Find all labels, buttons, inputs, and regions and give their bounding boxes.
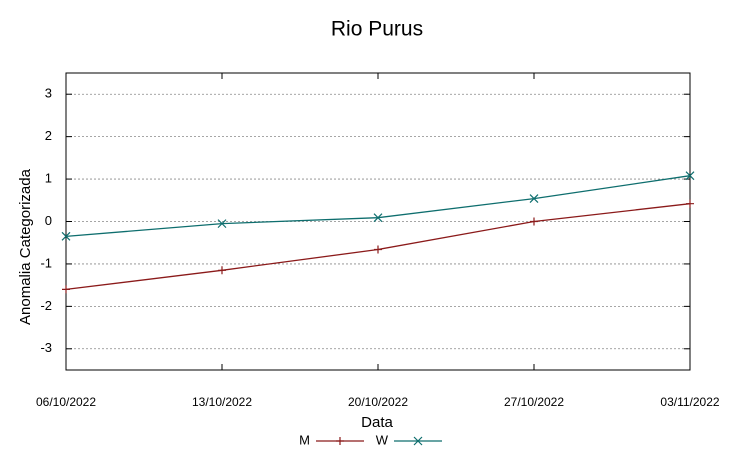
x-tick-label: 20/10/2022 bbox=[348, 395, 408, 409]
data-point bbox=[373, 213, 383, 223]
x-axis-label: Data bbox=[361, 414, 393, 431]
data-point bbox=[685, 171, 695, 181]
y-tick-label: 1 bbox=[45, 171, 52, 186]
data-point bbox=[62, 285, 70, 294]
y-axis-label: Anomalia Categorizada bbox=[17, 168, 34, 325]
x-tick-label: 13/10/2022 bbox=[192, 395, 252, 409]
y-tick-label: -2 bbox=[40, 298, 52, 313]
legend-label: W bbox=[376, 432, 389, 447]
data-point bbox=[218, 266, 226, 275]
x-tick-label: 27/10/2022 bbox=[504, 395, 564, 409]
y-tick-label: 0 bbox=[45, 213, 52, 228]
x-tick-label: 06/10/2022 bbox=[36, 395, 96, 409]
legend-marker bbox=[336, 437, 344, 445]
y-tick-label: -1 bbox=[40, 255, 52, 270]
chart-title: Rio Purus bbox=[331, 18, 423, 41]
data-point bbox=[686, 199, 694, 208]
data-point bbox=[529, 194, 539, 204]
data-point bbox=[530, 217, 538, 226]
legend-label: M bbox=[299, 432, 310, 447]
y-tick-label: -3 bbox=[40, 340, 52, 355]
data-point bbox=[61, 231, 71, 241]
x-tick-label: 03/11/2022 bbox=[660, 395, 719, 409]
y-tick-label: 2 bbox=[45, 128, 52, 143]
series-line bbox=[65, 175, 691, 237]
data-point bbox=[374, 245, 382, 254]
y-tick-label: 3 bbox=[45, 86, 52, 101]
data-point bbox=[217, 219, 227, 229]
legend-marker bbox=[413, 436, 423, 446]
